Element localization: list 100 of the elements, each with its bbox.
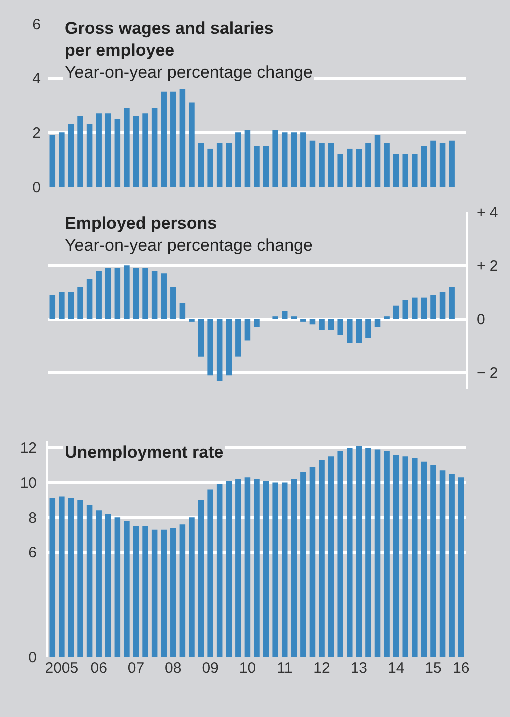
y-tick-label: 12	[20, 440, 37, 458]
bar	[244, 478, 251, 657]
bar	[152, 530, 158, 657]
bar	[402, 300, 408, 320]
bar	[59, 496, 65, 657]
y-tick-label: 10	[20, 475, 37, 492]
bar	[356, 148, 362, 187]
bar	[263, 146, 270, 187]
bar	[300, 319, 306, 322]
bar	[161, 274, 167, 320]
bar	[338, 319, 344, 336]
bar	[272, 130, 278, 187]
y-tick-label: 0	[477, 312, 486, 329]
bar	[412, 154, 418, 187]
y-tick-label: 8	[28, 510, 37, 527]
bar	[393, 154, 400, 187]
bar	[236, 132, 242, 187]
bar	[226, 481, 232, 657]
bar	[180, 89, 186, 187]
bar	[458, 478, 464, 657]
bar	[347, 148, 353, 187]
bar	[59, 292, 65, 320]
y-tick-label: 6	[32, 16, 41, 34]
bar	[78, 116, 84, 187]
bar	[291, 316, 298, 320]
x-tick-label: 11	[277, 660, 293, 677]
bar	[208, 319, 214, 376]
bar	[282, 482, 288, 657]
bar	[393, 454, 400, 657]
bar	[421, 146, 428, 187]
bar	[124, 521, 130, 657]
bar	[347, 448, 353, 657]
bar	[124, 108, 130, 187]
x-tick-label: 13	[350, 660, 368, 677]
bar	[244, 130, 251, 187]
bar	[366, 144, 372, 187]
bar	[161, 92, 167, 187]
chart-title: Unemployment rate	[65, 443, 224, 462]
bar	[59, 132, 65, 187]
bar	[384, 144, 390, 187]
bar	[133, 116, 140, 187]
bar	[96, 271, 102, 320]
bar	[78, 500, 84, 657]
bar	[328, 144, 334, 187]
bar	[152, 108, 158, 187]
bar	[236, 479, 242, 657]
bar	[236, 319, 242, 357]
bar	[189, 319, 195, 322]
bar	[96, 114, 102, 187]
bar	[338, 451, 344, 657]
chart-title: Employed persons	[65, 214, 218, 233]
bar	[393, 306, 400, 320]
bar	[68, 124, 74, 187]
bar	[133, 268, 140, 320]
bar	[421, 298, 428, 320]
bar	[300, 132, 306, 187]
bar	[272, 482, 278, 657]
bar	[440, 144, 446, 187]
bar	[366, 448, 372, 657]
chart-title: Gross wages and salaries per employee	[65, 19, 274, 60]
y-tick-label: + 2	[477, 258, 498, 275]
bar	[226, 319, 232, 376]
bar	[208, 490, 214, 657]
text: Year-on-year percentage change	[65, 63, 313, 82]
bar	[78, 287, 84, 320]
bar	[319, 319, 325, 330]
bar	[282, 132, 288, 187]
bar	[170, 92, 176, 187]
y-tick-label: + 4	[477, 204, 498, 222]
bar	[319, 144, 325, 187]
bar	[208, 148, 214, 187]
bar	[68, 498, 74, 657]
bar	[300, 472, 306, 657]
bar	[412, 458, 418, 657]
bar	[180, 303, 186, 320]
y-tick-label: 4	[32, 70, 41, 88]
bar	[263, 481, 270, 657]
text: Year-on-year percentage change	[65, 236, 313, 256]
bar	[142, 114, 148, 187]
bar	[310, 467, 316, 657]
bar	[161, 530, 167, 657]
bar	[338, 154, 344, 187]
bar	[449, 140, 455, 187]
bar	[198, 319, 204, 357]
bar	[142, 526, 148, 657]
bar	[366, 319, 372, 338]
bar	[384, 451, 390, 657]
bar	[142, 268, 148, 320]
x-tick-label: 07	[128, 660, 145, 677]
x-tick-label: 09	[202, 660, 219, 677]
bar	[152, 271, 158, 320]
bar	[226, 144, 232, 187]
bar	[124, 266, 130, 320]
bar	[216, 484, 223, 657]
bar	[449, 474, 455, 657]
bar	[449, 287, 455, 320]
bar	[180, 524, 186, 657]
bar	[328, 456, 334, 657]
bar	[254, 479, 260, 657]
bar	[133, 526, 140, 657]
